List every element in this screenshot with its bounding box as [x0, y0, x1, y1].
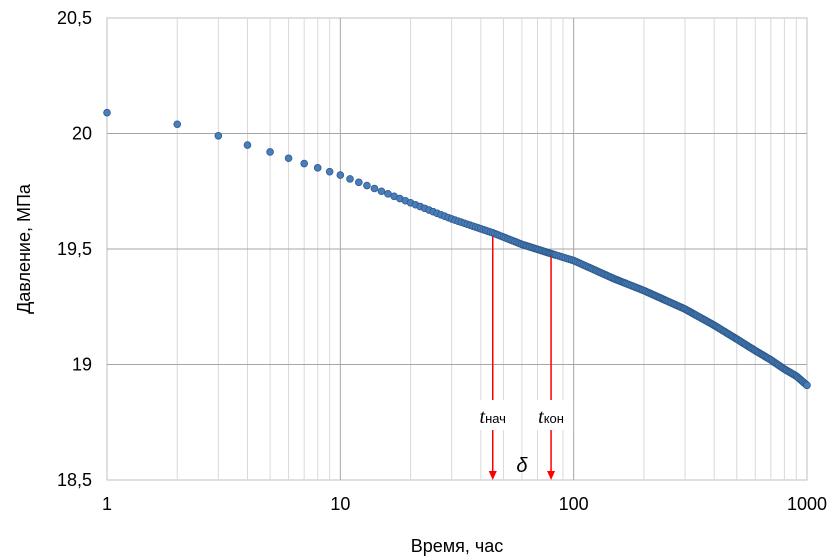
x-tick-label: 1000 — [787, 494, 827, 514]
t_start-label: tнач — [480, 406, 506, 428]
data-point — [300, 159, 308, 168]
y-tick-label: 18,5 — [57, 470, 92, 490]
t-labels: tнач tкон — [470, 400, 574, 430]
data-point — [336, 171, 345, 179]
t_end-label: tкон — [538, 406, 564, 428]
data-point — [214, 132, 223, 140]
data-point — [355, 178, 363, 187]
x-tick-labels: 1 10 100 1000 — [102, 494, 827, 514]
grid-horizontal — [107, 133, 807, 365]
x-axis-title: Время, час — [411, 536, 504, 556]
data-point — [346, 175, 354, 183]
t_end-label-bg — [529, 400, 574, 430]
data-point — [370, 184, 379, 193]
x-tick-label: 100 — [559, 494, 589, 514]
data-point — [266, 148, 274, 156]
y-axis-title: Давление, МПа — [14, 183, 34, 314]
x-tick-label: 1 — [102, 494, 112, 514]
y-tick-label: 19 — [72, 355, 92, 375]
data-point — [243, 141, 252, 149]
data-point — [803, 381, 811, 390]
y-tick-labels: 18,5 19 19,5 20 20,5 — [57, 8, 92, 490]
t_start-arrow — [488, 471, 497, 480]
delta-label: δ — [516, 455, 528, 477]
data-series — [103, 108, 811, 390]
annotations: δ — [488, 232, 556, 480]
t_end-arrow — [547, 471, 556, 480]
y-tick-label: 20 — [72, 124, 92, 144]
data-point — [284, 154, 293, 163]
y-tick-label: 20,5 — [57, 8, 92, 28]
data-point — [363, 181, 371, 190]
data-point — [313, 164, 322, 172]
t_start-label-bg — [470, 400, 515, 430]
y-tick-label: 19,5 — [57, 239, 92, 259]
data-point — [377, 187, 386, 196]
x-tick-label: 10 — [330, 494, 350, 514]
data-point — [103, 108, 111, 117]
data-point — [325, 167, 334, 176]
data-point — [173, 120, 182, 129]
